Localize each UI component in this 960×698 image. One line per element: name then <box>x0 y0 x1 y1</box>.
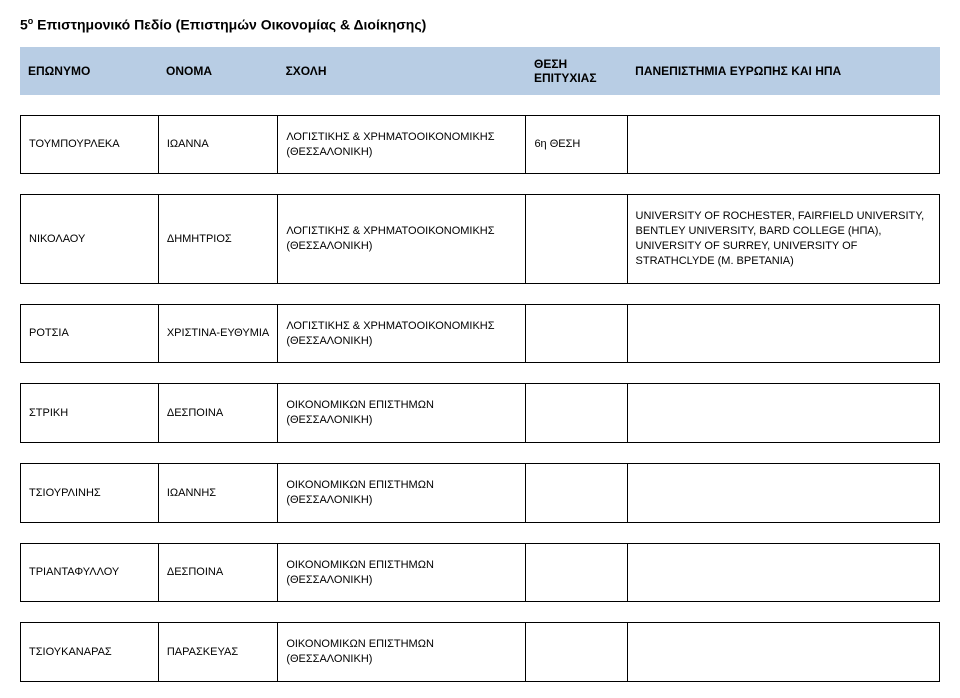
cell-position: 6η ΘΕΣΗ <box>526 115 627 174</box>
cell-universities <box>627 304 939 363</box>
column-header-row: ΕΠΩΝΥΜΟ ΟΝΟΜΑ ΣΧΟΛΗ ΘΕΣΗ ΕΠΙΤΥΧΙΑΣ ΠΑΝΕΠ… <box>20 47 940 95</box>
col-header-school: ΣΧΟΛΗ <box>278 47 526 95</box>
cell-position <box>526 384 627 443</box>
cell-school: ΟΙΚΟΝΟΜΙΚΩΝ ΕΠΙΣΤΗΜΩΝ (ΘΕΣΣΑΛΟΝΙΚΗ) <box>278 543 526 602</box>
cell-surname: ΣΤΡΙΚΗ <box>21 384 159 443</box>
cell-name: ΔΕΣΠΟΙΝΑ <box>158 384 277 443</box>
title-prefix: 5 <box>20 17 28 33</box>
cell-school: ΛΟΓΙΣΤΙΚΗΣ & ΧΡΗΜΑΤΟΟΙΚΟΝΟΜΙΚΗΣ (ΘΕΣΣΑΛΟ… <box>278 304 526 363</box>
cell-surname: ΝΙΚΟΛΑΟΥ <box>21 195 159 283</box>
table-row: ΤΡΙΑΝΤΑΦΥΛΛΟΥΔΕΣΠΟΙΝΑΟΙΚΟΝΟΜΙΚΩΝ ΕΠΙΣΤΗΜ… <box>20 543 940 603</box>
cell-position <box>526 623 627 682</box>
cell-surname: ΡΟΤΣΙΑ <box>21 304 159 363</box>
cell-name: ΠΑΡΑΣΚΕΥΑΣ <box>158 623 277 682</box>
cell-school: ΛΟΓΙΣΤΙΚΗΣ & ΧΡΗΜΑΤΟΟΙΚΟΝΟΜΙΚΗΣ (ΘΕΣΣΑΛΟ… <box>278 115 526 174</box>
cell-school: ΟΙΚΟΝΟΜΙΚΩΝ ΕΠΙΣΤΗΜΩΝ (ΘΕΣΣΑΛΟΝΙΚΗ) <box>278 384 526 443</box>
cell-name: ΔΕΣΠΟΙΝΑ <box>158 543 277 602</box>
cell-school: ΟΙΚΟΝΟΜΙΚΩΝ ΕΠΙΣΤΗΜΩΝ (ΘΕΣΣΑΛΟΝΙΚΗ) <box>278 623 526 682</box>
cell-surname: ΤΣΙΟΥΚΑΝΑΡΑΣ <box>21 623 159 682</box>
cell-universities: UNIVERSITY OF ROCHESTER, FAIRFIELD UNIVE… <box>627 195 939 283</box>
cell-position <box>526 543 627 602</box>
table-row: ΤΟΥΜΠΟΥΡΛΕΚΑΙΩΑΝΝΑΛΟΓΙΣΤΙΚΗΣ & ΧΡΗΜΑΤΟΟΙ… <box>20 115 940 175</box>
cell-universities <box>627 464 939 523</box>
cell-name: ΙΩΑΝΝΗΣ <box>158 464 277 523</box>
table-row: ΣΤΡΙΚΗΔΕΣΠΟΙΝΑΟΙΚΟΝΟΜΙΚΩΝ ΕΠΙΣΤΗΜΩΝ (ΘΕΣ… <box>20 383 940 443</box>
col-header-universities: ΠΑΝΕΠΙΣΤΗΜΙΑ ΕΥΡΩΠΗΣ ΚΑΙ ΗΠΑ <box>627 47 940 95</box>
cell-surname: ΤΣΙΟΥΡΛΙΝΗΣ <box>21 464 159 523</box>
cell-surname: ΤΟΥΜΠΟΥΡΛΕΚΑ <box>21 115 159 174</box>
cell-school: ΟΙΚΟΝΟΜΙΚΩΝ ΕΠΙΣΤΗΜΩΝ (ΘΕΣΣΑΛΟΝΙΚΗ) <box>278 464 526 523</box>
table-row: ΤΣΙΟΥΚΑΝΑΡΑΣΠΑΡΑΣΚΕΥΑΣΟΙΚΟΝΟΜΙΚΩΝ ΕΠΙΣΤΗ… <box>20 622 940 682</box>
col-header-surname: ΕΠΩΝΥΜΟ <box>20 47 158 95</box>
cell-school: ΛΟΓΙΣΤΙΚΗΣ & ΧΡΗΜΑΤΟΟΙΚΟΝΟΜΙΚΗΣ (ΘΕΣΣΑΛΟ… <box>278 195 526 283</box>
cell-universities <box>627 543 939 602</box>
table-row: ΡΟΤΣΙΑΧΡΙΣΤΙΝΑ-ΕΥΘΥΜΙΑΛΟΓΙΣΤΙΚΗΣ & ΧΡΗΜΑ… <box>20 304 940 364</box>
table-row: ΤΣΙΟΥΡΛΙΝΗΣΙΩΑΝΝΗΣΟΙΚΟΝΟΜΙΚΩΝ ΕΠΙΣΤΗΜΩΝ … <box>20 463 940 523</box>
page-title: 5ο Επιστημονικό Πεδίο (Επιστημών Οικονομ… <box>20 16 940 33</box>
col-header-name: ΟΝΟΜΑ <box>158 47 278 95</box>
cell-name: ΧΡΙΣΤΙΝΑ-ΕΥΘΥΜΙΑ <box>158 304 277 363</box>
title-rest: Επιστημονικό Πεδίο (Επιστημών Οικονομίας… <box>33 17 426 33</box>
cell-surname: ΤΡΙΑΝΤΑΦΥΛΛΟΥ <box>21 543 159 602</box>
cell-universities <box>627 623 939 682</box>
cell-universities <box>627 384 939 443</box>
cell-position <box>526 304 627 363</box>
rows-container: ΤΟΥΜΠΟΥΡΛΕΚΑΙΩΑΝΝΑΛΟΓΙΣΤΙΚΗΣ & ΧΡΗΜΑΤΟΟΙ… <box>20 115 940 683</box>
cell-name: ΙΩΑΝΝΑ <box>158 115 277 174</box>
cell-name: ΔΗΜΗΤΡΙΟΣ <box>158 195 277 283</box>
col-header-position: ΘΕΣΗ ΕΠΙΤΥΧΙΑΣ <box>526 47 627 95</box>
cell-position <box>526 464 627 523</box>
cell-position <box>526 195 627 283</box>
cell-universities <box>627 115 939 174</box>
table-row: ΝΙΚΟΛΑΟΥΔΗΜΗΤΡΙΟΣΛΟΓΙΣΤΙΚΗΣ & ΧΡΗΜΑΤΟΟΙΚ… <box>20 194 940 283</box>
